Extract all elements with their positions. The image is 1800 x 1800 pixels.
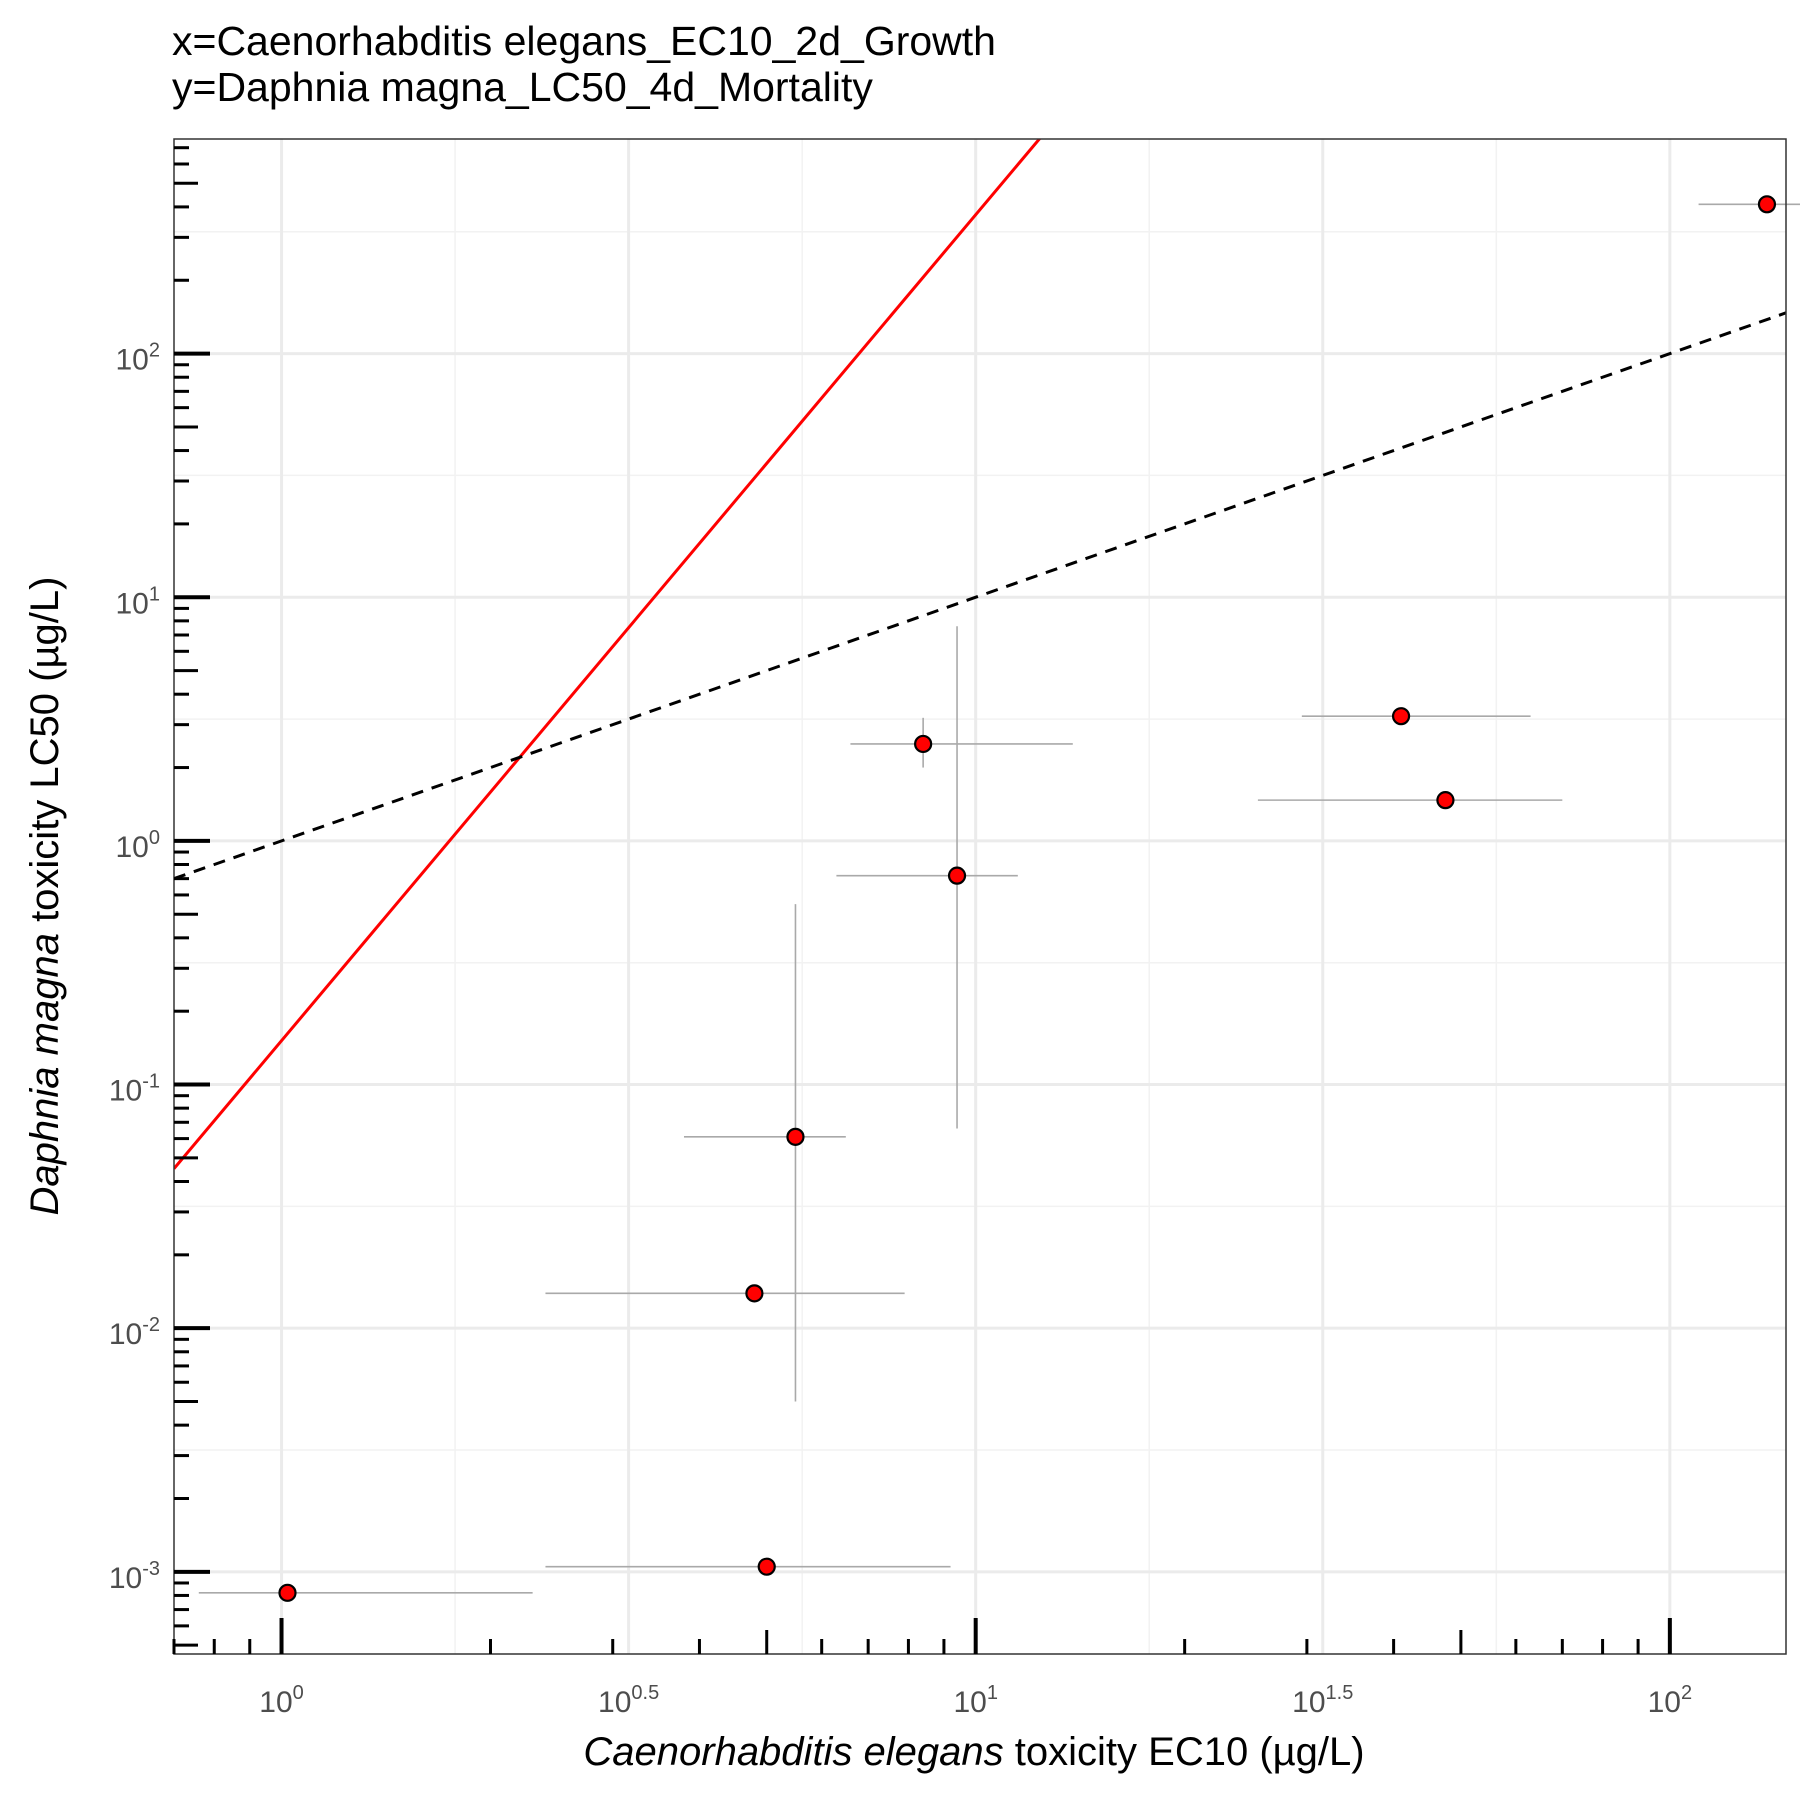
x-axis-title-rest: toxicity EC10 (µg/L) [1004, 1730, 1365, 1774]
y-tick-label-base: 10 [109, 1318, 142, 1351]
data-point [1391, 707, 1411, 726]
x-tick-label-exponent: 2 [1681, 1682, 1692, 1704]
x-axis-ticks: 100 100.5 101 101.5 102 [172, 1618, 1693, 1719]
data-point [947, 866, 967, 885]
data-point [914, 734, 933, 754]
x-tick-label-exponent: 1.5 [1326, 1682, 1354, 1704]
error-bars [198, 203, 1800, 1594]
data-point [278, 1583, 297, 1602]
x-axis-title-species: Caenorhabditis elegans [583, 1730, 1003, 1774]
regression-line [174, 139, 1042, 1170]
y-tick-label-base: 10 [116, 344, 149, 377]
data-point [745, 1284, 764, 1303]
y-tick-label: 10-1 [109, 1071, 160, 1108]
x-axis-title: Caenorhabditis elegans toxicity EC10 (µg… [583, 1730, 1364, 1774]
chart-title: x=Caenorhabditis elegans_EC10_2d_Growth … [172, 18, 996, 110]
data-point [757, 1557, 776, 1576]
x-tick-label: 100.5 [598, 1682, 659, 1719]
y-tick-label: 10-2 [109, 1314, 160, 1351]
y-tick-label-base: 10 [116, 587, 149, 620]
y-tick-label-exponent: 1 [149, 583, 160, 605]
y-tick-label: 102 [116, 340, 161, 377]
data-point [786, 1127, 805, 1146]
x-tick-label: 101.5 [1292, 1682, 1353, 1719]
grid-lines [174, 139, 1786, 1654]
x-tick-label-base: 10 [953, 1686, 986, 1719]
data-points [278, 195, 1777, 1602]
y-axis-title-rest: toxicity LC50 (µg/L) [23, 577, 67, 934]
one-to-one-line [174, 311, 1786, 881]
x-tick-label-exponent: 0.5 [631, 1682, 659, 1704]
x-tick-label-exponent: 1 [987, 1682, 998, 1704]
fit-lines [174, 139, 1786, 1170]
x-tick-label-base: 10 [598, 1686, 631, 1719]
data-point [1436, 791, 1455, 810]
x-tick-label-exponent: 0 [293, 1682, 304, 1704]
y-tick-label: 10-3 [109, 1558, 160, 1595]
y-tick-label: 100 [116, 827, 161, 864]
y-tick-label-exponent: -3 [142, 1558, 160, 1580]
x-tick-label-base: 10 [1648, 1686, 1681, 1719]
x-tick-label: 100 [259, 1682, 304, 1719]
y-tick-label-exponent: -1 [142, 1071, 160, 1093]
y-tick-label-base: 10 [116, 831, 149, 864]
chart-title-line-1: x=Caenorhabditis elegans_EC10_2d_Growth [172, 18, 996, 64]
panel-border [173, 138, 1787, 1655]
y-tick-label-exponent: -2 [142, 1314, 160, 1336]
y-axis-title-species: Daphnia magna [23, 933, 67, 1215]
chart-title-line-2: y=Daphnia magna_LC50_4d_Mortality [172, 64, 873, 110]
y-tick-label-exponent: 0 [149, 827, 160, 849]
x-tick-label-base: 10 [259, 1686, 292, 1719]
y-tick-label-base: 10 [109, 1075, 142, 1108]
data-point [1757, 195, 1777, 214]
y-tick-label: 101 [116, 583, 161, 620]
x-tick-label: 102 [1648, 1682, 1693, 1719]
x-tick-label-base: 10 [1292, 1686, 1325, 1719]
y-tick-label-base: 10 [109, 1562, 142, 1595]
y-tick-label-exponent: 2 [149, 340, 160, 362]
y-axis-title: Daphnia magna toxicity LC50 (µg/L) [23, 577, 67, 1216]
x-tick-label: 101 [953, 1682, 998, 1719]
